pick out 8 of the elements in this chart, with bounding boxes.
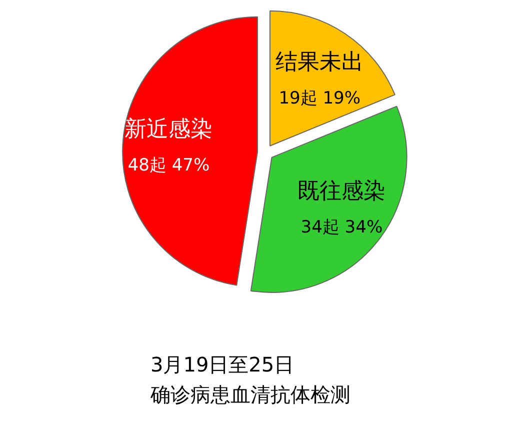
- data-label: 48起 47%: [128, 156, 210, 176]
- slice-label: 结果未出: [276, 50, 364, 76]
- slice-label: 新近感染: [124, 117, 213, 142]
- text: 确诊病患血清抗体检测: [150, 382, 350, 406]
- slice-label: 既往感染: [298, 179, 386, 204]
- text: 3月19日至25日: [150, 352, 294, 376]
- data-label: 19起 19%: [278, 88, 361, 109]
- data-label: 34起 34%: [300, 218, 383, 238]
